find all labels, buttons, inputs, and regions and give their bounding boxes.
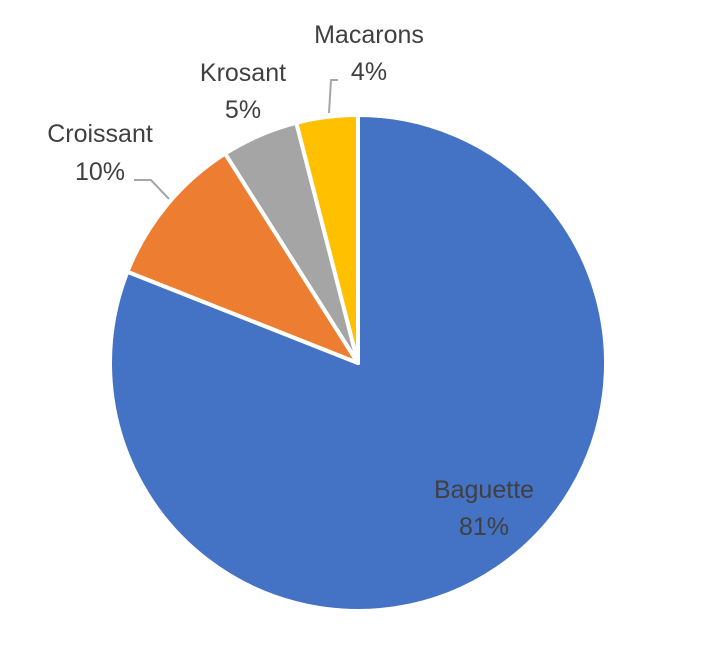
slices-layer [108,113,609,613]
data-label-name-croissant: Croissant [47,120,153,148]
data-label-percent-macarons: 4% [351,58,387,86]
data-label-percent-croissant: 10% [75,158,125,186]
leader-line-macarons [328,79,338,114]
pie-slice-macarons [294,113,360,365]
data-label-percent-baguette: 81% [459,513,509,541]
data-label-name-krosant: Krosant [200,59,286,87]
pie-slice-croissant [125,151,360,365]
data-label-percent-krosant: 5% [225,96,261,124]
data-label-name-baguette: Baguette [434,476,534,504]
data-labels: Baguette 81% Croissant 10% Krosant 5% Macarons… [47,21,534,541]
data-label-name-macarons: Macarons [314,21,424,49]
leader-lines [134,79,338,200]
leader-line-croissant [134,179,170,200]
